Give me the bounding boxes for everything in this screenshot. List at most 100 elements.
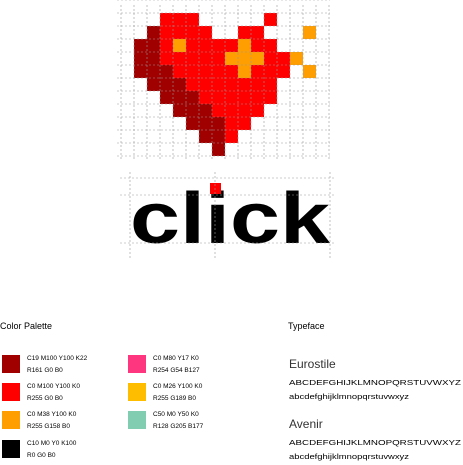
- heart-pixel: [199, 26, 212, 39]
- color-swatch: [2, 383, 20, 401]
- heart-pixel: [147, 52, 160, 65]
- heart-pixel: [199, 39, 212, 52]
- heart-pixel: [251, 104, 264, 117]
- cmyk-label: C10 M0 Y0 K100: [27, 440, 77, 447]
- heart-pixel: [160, 91, 173, 104]
- heart-pixel: [277, 65, 290, 78]
- heart-pixel: [238, 65, 251, 78]
- color-swatch: [128, 355, 146, 373]
- heart-pixel: [134, 52, 147, 65]
- heart-pixel: [303, 65, 316, 78]
- cmyk-label: C19 M100 Y100 K22: [27, 355, 88, 362]
- heart-pixel: [238, 39, 251, 52]
- heart-pixel: [225, 52, 238, 65]
- rgb-label: R161 G0 B0: [27, 367, 63, 374]
- heart-pixel: [160, 78, 173, 91]
- logo-wordmark: click: [130, 179, 331, 259]
- heart-pixel: [160, 39, 173, 52]
- heart-pixel: [264, 39, 277, 52]
- heart-pixel: [160, 65, 173, 78]
- heart-pixel: [173, 26, 186, 39]
- cmyk-label: C0 M80 Y17 K0: [153, 355, 199, 362]
- rgb-label: R254 G54 B127: [153, 367, 200, 374]
- heart-pixel: [173, 13, 186, 26]
- heart-pixel: [225, 130, 238, 143]
- heart-pixel: [199, 65, 212, 78]
- font-upper: ABCDEFGHIJKLMNOPQRSTUVWXYZ: [289, 378, 462, 387]
- heart-pixel: [251, 78, 264, 91]
- heart-pixel: [238, 78, 251, 91]
- heart-pixel: [160, 13, 173, 26]
- heart-pixel: [212, 65, 225, 78]
- heart-pixel: [199, 117, 212, 130]
- heart-pixel: [264, 91, 277, 104]
- font-name: Avenir: [289, 417, 323, 431]
- heart-pixel: [173, 65, 186, 78]
- heart-pixel: [238, 26, 251, 39]
- heart-pixel: [186, 52, 199, 65]
- heart-pixel: [251, 26, 264, 39]
- heart-pixel: [199, 91, 212, 104]
- color-swatch: [2, 411, 20, 429]
- heart-pixel: [225, 104, 238, 117]
- rgb-label: R255 G0 B0: [27, 395, 63, 402]
- typeface-title: Typeface: [288, 321, 325, 331]
- heart-pixel: [225, 117, 238, 130]
- heart-pixel: [264, 13, 277, 26]
- heart-pixel: [212, 117, 225, 130]
- palette-title: Color Palette: [0, 321, 52, 331]
- heart-pixel: [238, 104, 251, 117]
- heart-pixel: [199, 104, 212, 117]
- heart-pixel: [264, 65, 277, 78]
- heart-pixel: [173, 91, 186, 104]
- heart-pixel: [238, 91, 251, 104]
- heart-pixel: [186, 13, 199, 26]
- font-upper: ABCDEFGHIJKLMNOPQRSTUVWXYZ: [289, 438, 462, 447]
- heart-pixel: [147, 39, 160, 52]
- heart-pixel: [199, 78, 212, 91]
- heart-pixel: [264, 52, 277, 65]
- heart-pixel: [160, 26, 173, 39]
- color-swatch: [128, 411, 146, 429]
- font-lower: abcdefghijklmnopqrstuvwxyz: [289, 392, 409, 401]
- heart-pixel: [147, 26, 160, 39]
- heart-pixel: [186, 39, 199, 52]
- heart-pixel: [186, 91, 199, 104]
- heart-pixel: [212, 130, 225, 143]
- heart-pixel: [290, 52, 303, 65]
- logo-dot: [210, 183, 221, 194]
- heart-pixel: [251, 91, 264, 104]
- heart-pixel: [212, 78, 225, 91]
- heart-pixel: [147, 65, 160, 78]
- heart-pixel: [251, 65, 264, 78]
- heart-pixel: [199, 52, 212, 65]
- heart-pixel: [160, 52, 173, 65]
- rgb-label: R255 G158 B0: [27, 423, 70, 430]
- cmyk-label: C0 M100 Y100 K0: [27, 383, 80, 390]
- heart-pixel: [212, 143, 225, 156]
- heart-pixel: [212, 39, 225, 52]
- heart-pixel: [251, 39, 264, 52]
- heart-pixel: [186, 117, 199, 130]
- heart-pixel: [147, 78, 160, 91]
- heart-pixel: [134, 65, 147, 78]
- cmyk-label: C0 M38 Y100 K0: [27, 411, 77, 418]
- heart-pixel: [303, 26, 316, 39]
- heart-pixel: [173, 78, 186, 91]
- color-swatch: [2, 440, 20, 458]
- heart-pixel: [225, 78, 238, 91]
- color-swatch: [128, 383, 146, 401]
- heart-pixel: [186, 104, 199, 117]
- color-swatch: [2, 355, 20, 373]
- heart-pixel: [225, 65, 238, 78]
- rgb-label: R255 G189 B0: [153, 395, 196, 402]
- rgb-label: R0 G0 B0: [27, 452, 56, 459]
- heart-pixel: [212, 104, 225, 117]
- heart-pixel: [134, 39, 147, 52]
- heart-pixel: [277, 52, 290, 65]
- cmyk-label: C0 M26 Y100 K0: [153, 383, 203, 390]
- heart-pixel: [225, 91, 238, 104]
- heart-pixel: [186, 26, 199, 39]
- font-name: Eurostile: [289, 357, 336, 371]
- heart-pixel: [251, 52, 264, 65]
